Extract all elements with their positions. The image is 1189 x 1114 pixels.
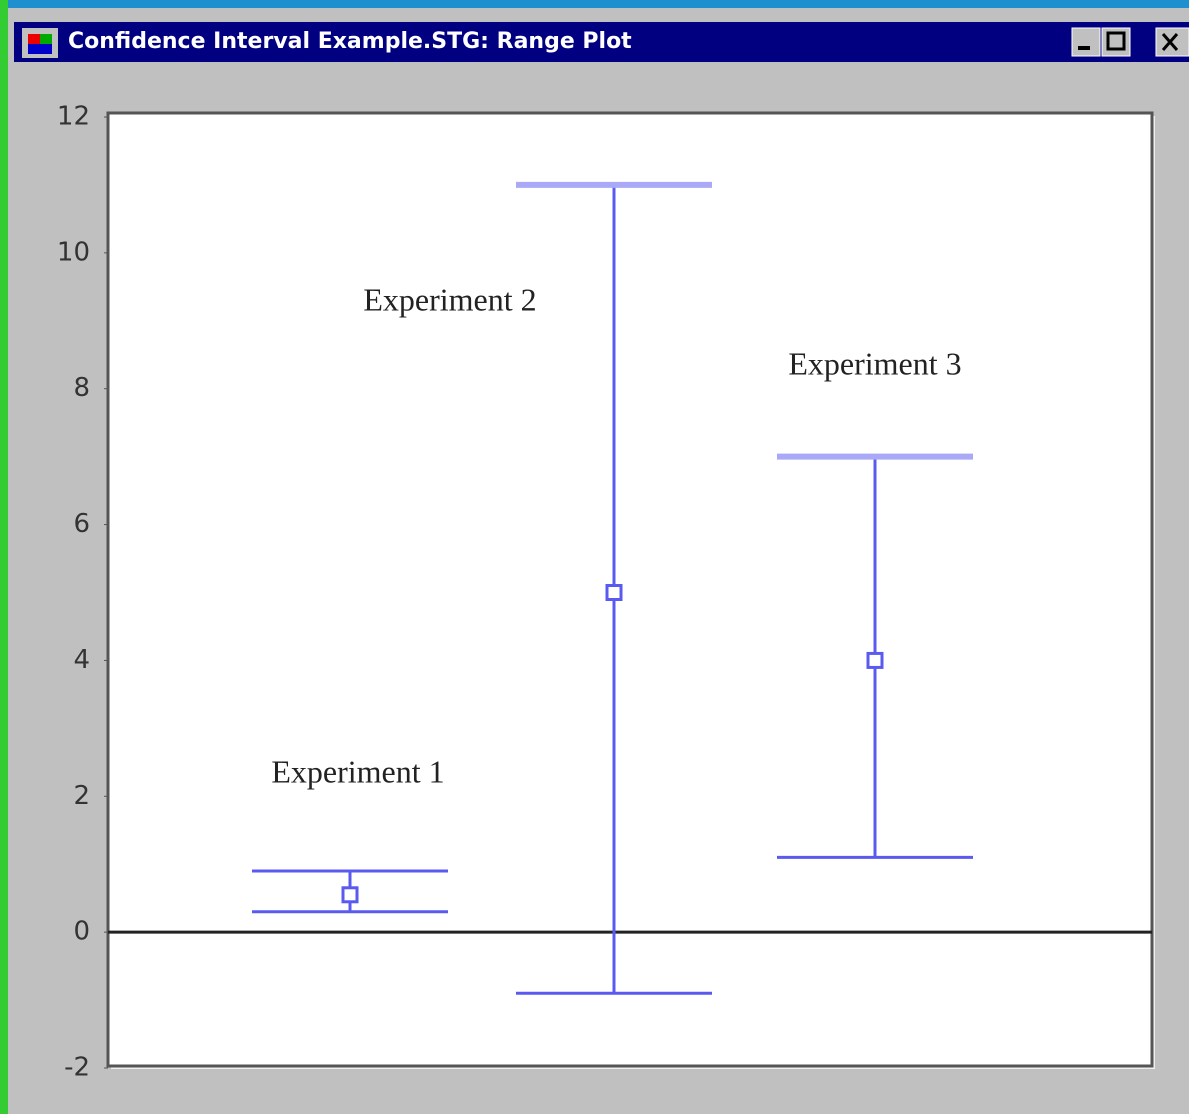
y-tick-label: 0	[73, 917, 90, 947]
y-tick-label: 10	[57, 237, 90, 267]
window-title: Confidence Interval Example.STG: Range P…	[68, 29, 632, 54]
icon-part	[28, 44, 52, 54]
close-glyph	[1161, 33, 1179, 51]
mid-marker	[866, 651, 884, 669]
maximize-glyph	[1106, 31, 1126, 51]
minimize-glyph	[1078, 46, 1090, 50]
minimize-button[interactable]	[1071, 27, 1101, 57]
desktop-strip	[0, 0, 1189, 8]
series-label: Experiment 2	[363, 281, 536, 317]
y-tick-label: -2	[64, 1053, 90, 1083]
icon-part	[40, 34, 52, 44]
y-tick-label: 12	[57, 102, 90, 132]
series-label: Experiment 3	[788, 345, 961, 381]
icon-part	[28, 34, 40, 44]
y-tick-label: 4	[73, 645, 90, 675]
title-bar	[14, 22, 1189, 62]
mid-marker	[341, 886, 359, 904]
close-button[interactable]	[1155, 27, 1189, 57]
y-tick-label: 2	[73, 781, 90, 811]
desktop-edge	[0, 0, 8, 1114]
y-tick-label: 8	[73, 373, 90, 403]
mid-marker	[605, 584, 623, 601]
plot-area	[106, 111, 1154, 1068]
y-tick-label: 6	[73, 509, 90, 539]
series-label: Experiment 1	[271, 753, 444, 789]
